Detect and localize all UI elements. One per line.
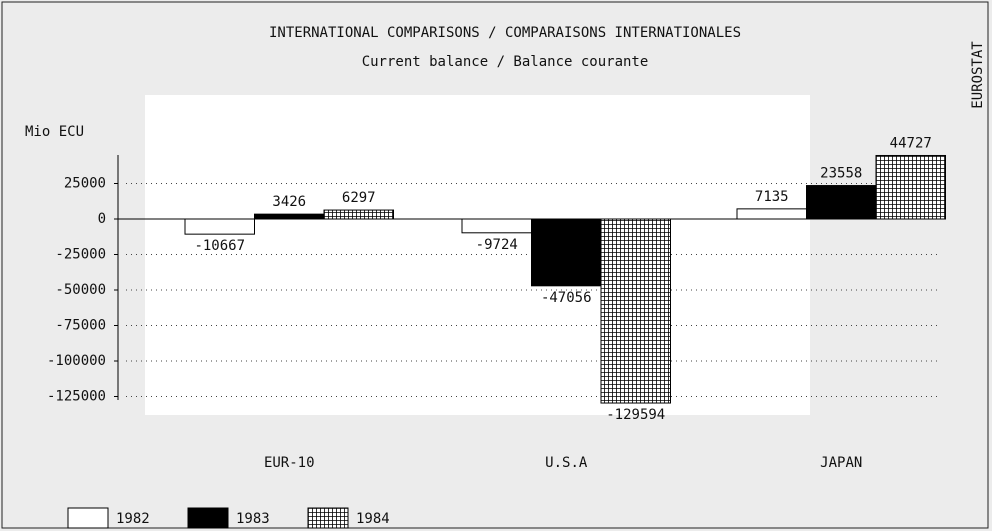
bar — [531, 218, 602, 287]
value-label: 3426 — [272, 194, 306, 210]
y-axis-label: Mio ECU — [25, 124, 84, 140]
value-label: -47056 — [541, 290, 592, 306]
x-tick-label: U.S.A — [545, 455, 588, 471]
y-tick-label: -125000 — [47, 389, 106, 405]
y-tick-label: 0 — [98, 211, 106, 227]
bar — [461, 218, 532, 234]
bar — [184, 218, 255, 235]
legend-swatch — [67, 507, 109, 529]
y-tick-label: -50000 — [55, 282, 106, 298]
value-label: 7135 — [755, 189, 789, 205]
value-label: -10667 — [194, 238, 245, 254]
y-tick-label: 25000 — [64, 176, 106, 192]
source: EUROSTAT — [970, 41, 986, 109]
x-tick-label: EUR-10 — [264, 455, 315, 471]
x-tick-label: JAPAN — [820, 455, 862, 471]
legend-swatch — [307, 507, 349, 529]
y-tick-label: -25000 — [55, 247, 106, 263]
value-label: -9724 — [476, 237, 518, 253]
chart-title: INTERNATIONAL COMPARISONS / COMPARAISONS… — [269, 25, 741, 41]
bar — [736, 208, 807, 220]
bar — [600, 218, 671, 404]
y-tick-label: -75000 — [55, 318, 106, 334]
bar — [254, 213, 325, 220]
value-label: -129594 — [606, 407, 665, 423]
value-label: 44727 — [890, 135, 932, 151]
bar — [806, 185, 877, 220]
y-tick-label: -100000 — [47, 353, 106, 369]
legend-label: 1982 — [116, 511, 150, 527]
legend-label: 1983 — [236, 511, 270, 527]
legend-swatch — [187, 507, 229, 529]
bar — [875, 154, 946, 220]
value-label: 23558 — [820, 166, 862, 182]
plot-background — [145, 95, 810, 415]
legend-label: 1984 — [356, 511, 390, 527]
bar — [323, 209, 394, 220]
value-label: 6297 — [342, 190, 376, 206]
chart-subtitle: Current balance / Balance courante — [362, 54, 649, 70]
